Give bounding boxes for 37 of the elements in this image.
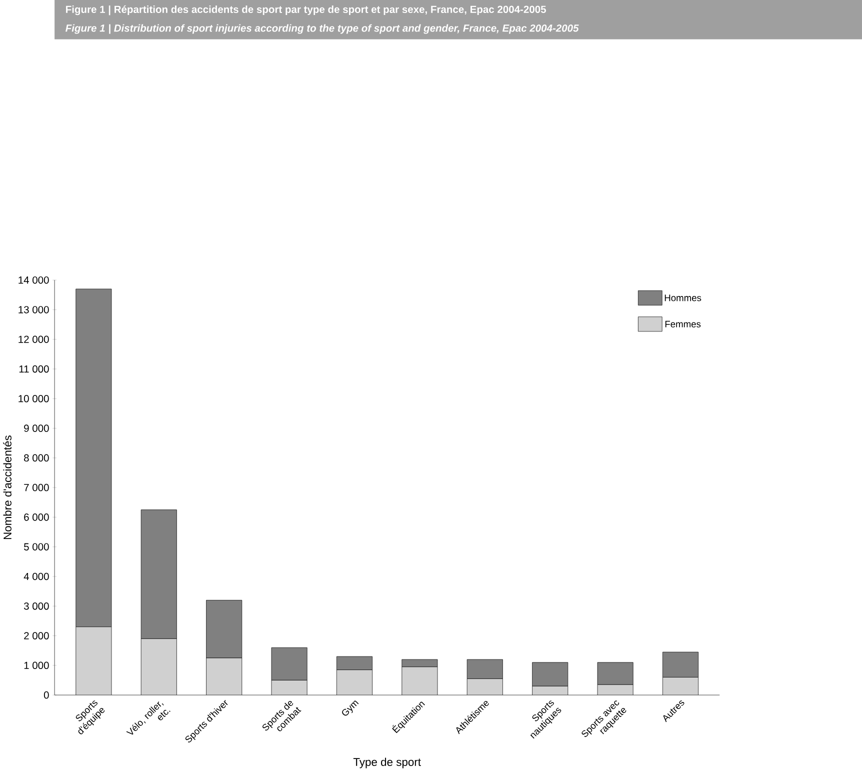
y-tick-label: 8 000: [24, 454, 49, 462]
y-tick-label: 10 000: [18, 394, 49, 402]
y-tick-label: 5 000: [24, 543, 49, 550]
y-tick-label: 9 000: [24, 424, 49, 432]
bar: [597, 662, 634, 685]
x-tick-label: Gym: [342, 700, 359, 716]
y-tick-label: 0: [44, 691, 49, 699]
bar: [76, 626, 112, 695]
y-tick-label: 2 000: [24, 632, 49, 640]
bar: [206, 658, 242, 695]
bar: [141, 638, 177, 695]
chart-title: Figure 1 | Répartition des accidents de sport par type de sport et par sexe, France, Epac 2004-2005: [66, 5, 546, 16]
y-tick-label: 13 000: [18, 306, 49, 314]
bar: [271, 647, 308, 680]
bar: [336, 656, 372, 670]
bar: [598, 684, 634, 695]
legend-label: Femmes: [665, 320, 701, 328]
y-tick-label: 3 000: [24, 602, 49, 610]
y-tick-label: 4 000: [24, 572, 49, 580]
y-tick-label: 7 000: [24, 484, 49, 492]
y-tick-label: 6 000: [24, 513, 49, 521]
bar: [466, 659, 503, 679]
y-tick-label: 11 000: [19, 365, 49, 372]
bar: [336, 670, 372, 695]
bar: [467, 678, 503, 695]
y-tick-label: 12 000: [18, 336, 49, 343]
chart-subtitle: Figure 1 | Distribution of sport injuries according to the type of sport and gender, France, Epac 2004-2005: [66, 24, 579, 34]
bar: [271, 680, 308, 695]
bar: [532, 662, 568, 686]
y-axis-title: Nombre d'accidentés: [3, 435, 12, 539]
legend-label: Hommes: [664, 294, 702, 302]
x-axis-title: Type de sport: [353, 758, 421, 768]
bar: [662, 676, 698, 695]
y-tick-label: 14 000: [18, 276, 49, 284]
bar: [402, 666, 438, 695]
bar: [402, 659, 438, 667]
y-tick-label: 1 000: [24, 662, 49, 669]
